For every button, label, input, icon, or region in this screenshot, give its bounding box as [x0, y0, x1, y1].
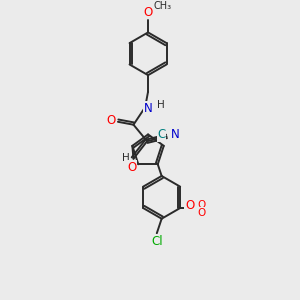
Text: O: O	[106, 114, 116, 127]
Text: O: O	[198, 200, 206, 210]
Text: O: O	[127, 161, 136, 174]
Text: O: O	[185, 199, 194, 212]
Text: C: C	[157, 128, 166, 141]
Text: H: H	[157, 100, 165, 110]
Text: Cl: Cl	[151, 235, 163, 248]
Text: N: N	[187, 199, 195, 212]
Text: O: O	[143, 5, 153, 19]
Text: CH₃: CH₃	[154, 1, 172, 11]
Text: O: O	[198, 208, 206, 218]
Text: H: H	[122, 153, 130, 163]
Text: N: N	[144, 102, 152, 115]
Text: N: N	[171, 128, 180, 141]
